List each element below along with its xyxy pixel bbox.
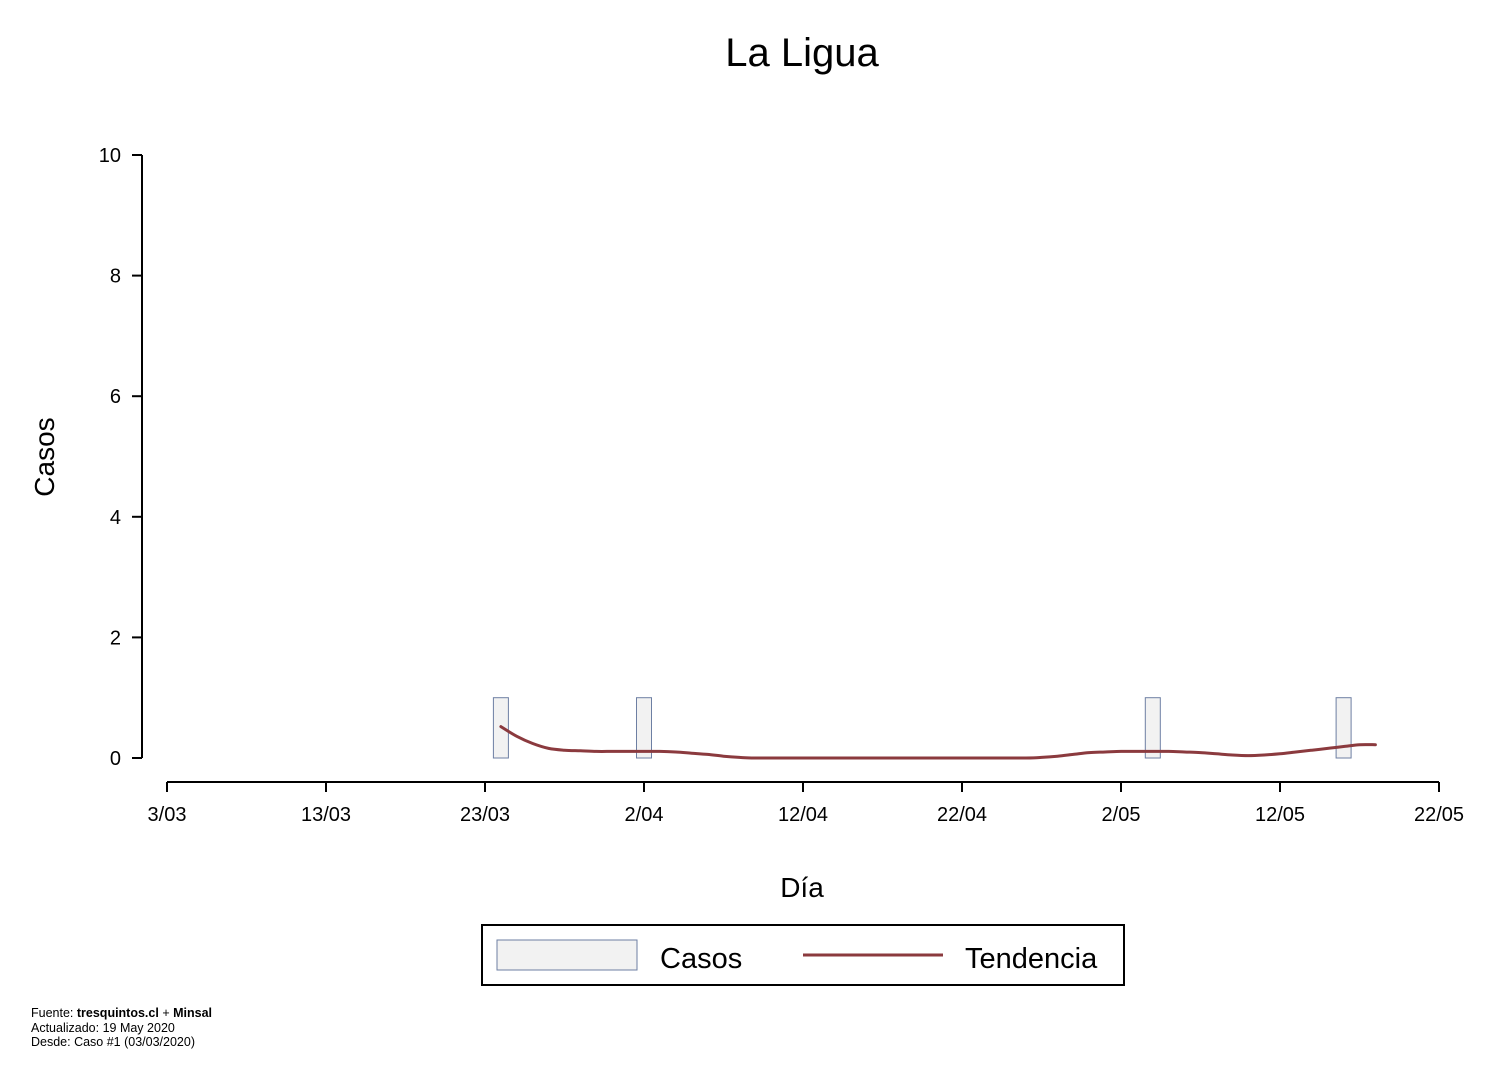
chart-title: La Ligua — [725, 31, 879, 75]
y-axis-title: Casos — [29, 417, 60, 496]
x-tick-label: 22/05 — [1414, 804, 1464, 826]
y-axis: 0 2 4 6 8 10 — [99, 145, 143, 770]
y-tick-label: 2 — [110, 627, 121, 649]
source-footer: Fuente: tresquintos.cl + Minsal Actualiz… — [31, 1006, 212, 1050]
since-line: Desde: Caso #1 (03/03/2020) — [31, 1035, 195, 1049]
y-tick-label: 0 — [110, 748, 121, 770]
x-tick-label: 2/04 — [625, 804, 664, 826]
legend-label-casos: Casos — [660, 943, 742, 975]
source-site: tresquintos.cl — [76, 1006, 159, 1020]
x-axis: 3/03 13/03 23/03 2/04 12/04 22/04 2/05 12/05 22/… — [148, 781, 1464, 826]
legend-swatch-casos — [496, 939, 638, 971]
x-tick-label: 12/05 — [1255, 804, 1305, 826]
y-tick-label: 4 — [110, 507, 121, 529]
x-tick-label: 2/05 — [1102, 804, 1141, 826]
x-tick-label: 12/04 — [778, 804, 828, 826]
x-tick-label: 23/03 — [460, 804, 510, 826]
source-org: Minsal — [173, 1006, 212, 1020]
x-tick-label: 3/03 — [148, 804, 187, 826]
x-axis-title: Día — [780, 872, 824, 903]
bar-casos — [1335, 697, 1352, 759]
source-prefix: Fuente: — [31, 1006, 77, 1020]
updated-line: Actualizado: 19 May 2020 — [31, 1020, 175, 1035]
y-tick-label: 6 — [110, 386, 121, 408]
y-tick-label: 8 — [110, 266, 121, 288]
line-series-tendencia — [499, 725, 1377, 760]
source-separator: + — [158, 1006, 174, 1020]
legend-label-tendencia: Tendencia — [965, 943, 1098, 975]
trend-line — [499, 725, 1377, 760]
bar-series-casos — [492, 697, 1352, 759]
x-tick-label: 13/03 — [301, 804, 351, 826]
y-tick-label: 10 — [99, 145, 121, 167]
legend: Casos Tendencia — [481, 924, 1125, 986]
bar-casos — [1144, 697, 1161, 759]
bar-casos — [636, 697, 652, 759]
x-tick-label: 22/04 — [937, 804, 987, 826]
source-line: Fuente: tresquintos.cl + Minsal — [31, 1006, 212, 1021]
